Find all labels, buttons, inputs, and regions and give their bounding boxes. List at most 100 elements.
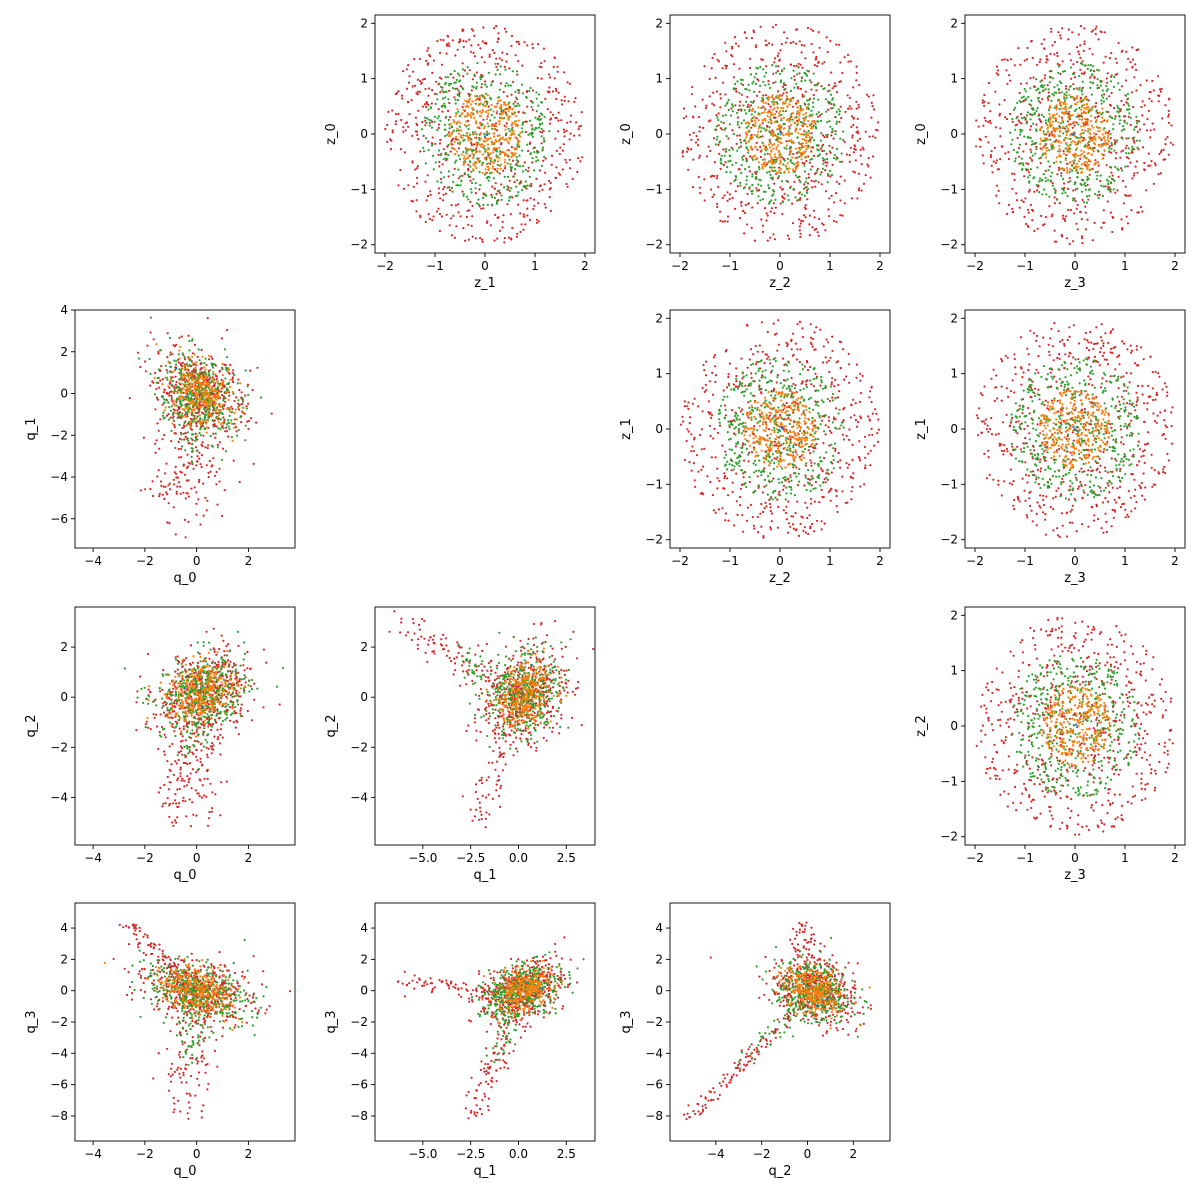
data-point — [1125, 50, 1128, 53]
data-point — [500, 151, 503, 154]
data-point — [800, 133, 803, 136]
data-point — [831, 335, 834, 338]
data-point — [1108, 130, 1111, 133]
data-point — [471, 204, 474, 207]
data-point — [732, 383, 736, 386]
data-point — [1064, 136, 1067, 140]
data-point — [725, 171, 728, 174]
data-point — [1066, 169, 1069, 172]
data-point — [730, 146, 733, 149]
data-point — [501, 111, 504, 114]
data-point — [694, 105, 697, 108]
data-point — [723, 194, 726, 197]
data-point — [779, 124, 782, 127]
data-point — [1098, 144, 1101, 147]
data-point — [741, 408, 744, 411]
data-point — [427, 148, 430, 152]
data-point — [795, 391, 798, 394]
data-point — [724, 113, 727, 117]
data-point — [1016, 136, 1019, 140]
data-point — [845, 153, 849, 156]
data-point — [411, 134, 414, 137]
data-point — [819, 456, 822, 459]
data-point — [502, 169, 505, 172]
data-point — [831, 127, 834, 131]
data-point — [1022, 150, 1025, 153]
data-point — [1047, 109, 1050, 112]
data-point — [771, 417, 775, 420]
data-point — [797, 87, 800, 90]
data-point — [764, 501, 767, 504]
data-point — [565, 182, 568, 186]
data-point — [822, 496, 825, 499]
data-point — [474, 187, 477, 190]
data-point — [1023, 215, 1026, 218]
data-point — [776, 526, 780, 529]
data-point — [1105, 84, 1108, 88]
data-point — [481, 161, 484, 164]
data-point — [1030, 143, 1033, 146]
data-point — [698, 126, 701, 129]
data-point — [489, 157, 492, 160]
data-point — [510, 146, 513, 149]
data-point — [848, 381, 851, 384]
data-point — [717, 60, 721, 63]
data-point — [1017, 119, 1020, 122]
data-point — [784, 84, 787, 87]
data-point — [505, 132, 508, 135]
data-point — [795, 101, 799, 104]
data-point — [1075, 222, 1078, 225]
data-point — [1067, 28, 1070, 31]
data-point — [850, 107, 853, 110]
data-point — [1054, 119, 1057, 123]
data-point — [737, 146, 741, 149]
data-point — [437, 153, 440, 156]
data-point — [799, 148, 802, 151]
data-point — [828, 144, 831, 147]
data-point — [491, 167, 494, 170]
y-tick-label: −1 — [645, 182, 663, 196]
data-point — [1121, 137, 1124, 140]
data-point — [747, 83, 750, 86]
data-point — [757, 531, 760, 534]
data-point — [512, 129, 515, 132]
data-point — [772, 132, 775, 135]
data-point — [745, 146, 748, 149]
data-point — [744, 112, 748, 115]
data-point — [817, 115, 820, 118]
data-point — [466, 132, 469, 135]
data-point — [478, 150, 481, 153]
data-point — [478, 110, 482, 113]
data-point — [846, 53, 850, 57]
data-point — [827, 208, 830, 211]
data-point — [828, 430, 832, 433]
data-point — [682, 117, 686, 120]
data-point — [1072, 140, 1075, 143]
data-point — [493, 168, 496, 171]
data-point — [770, 156, 773, 159]
data-point — [462, 134, 465, 137]
data-point — [742, 530, 745, 533]
data-point — [779, 413, 782, 417]
data-point — [1096, 115, 1099, 118]
data-point — [867, 415, 870, 418]
data-point — [823, 478, 826, 481]
data-point — [1063, 112, 1066, 115]
data-point — [838, 427, 841, 430]
data-point — [438, 229, 441, 233]
data-point — [757, 485, 761, 488]
data-point — [714, 380, 717, 384]
data-point — [1034, 152, 1037, 155]
data-point — [1124, 79, 1128, 82]
data-point — [763, 147, 766, 150]
data-point — [814, 172, 817, 175]
data-point — [817, 404, 820, 407]
data-point — [520, 83, 524, 86]
data-point — [723, 395, 726, 398]
data-point — [860, 163, 863, 166]
data-point — [769, 510, 772, 513]
data-point — [876, 440, 880, 443]
data-point — [816, 167, 819, 170]
data-point — [775, 381, 778, 384]
data-point — [1035, 89, 1038, 92]
